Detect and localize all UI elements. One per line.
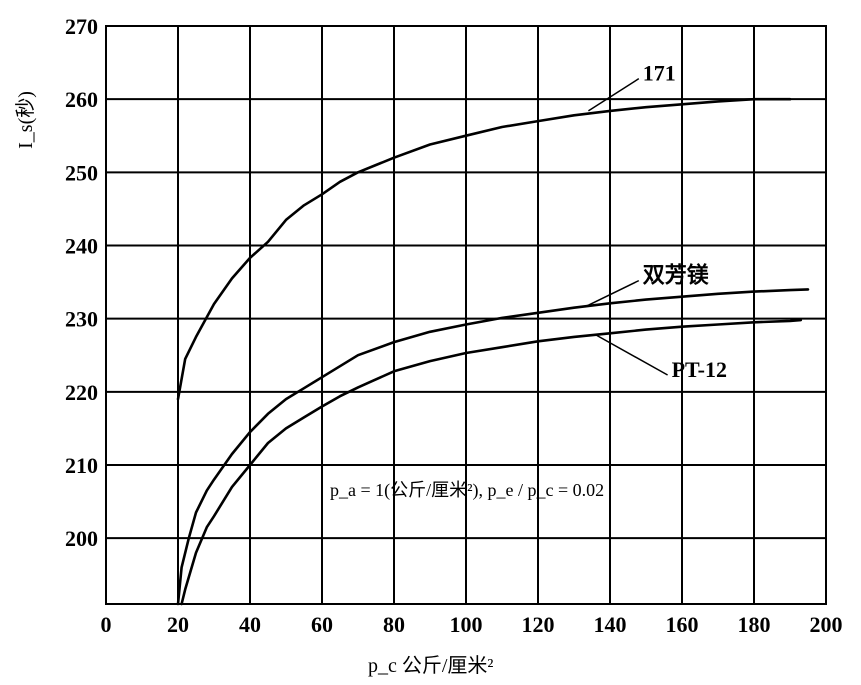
y-tick-label: 240 [65,233,98,258]
series-line-2 [176,288,810,606]
y-tick-label: 260 [65,87,98,112]
series-label-layer: 171 双芳镁 PT-12 [584,61,727,382]
series-label-leader [587,78,640,112]
series-label: 双芳镁 [643,263,709,288]
series-line-3 [180,318,803,606]
x-tick-label: 160 [666,612,699,637]
series-line-1 [176,97,792,401]
series-label-leader [584,279,640,308]
x-tick-label: 0 [101,612,112,637]
series-label: PT-12 [672,357,727,382]
x-tick-label: 100 [450,612,483,637]
x-tick-label: 40 [239,612,261,637]
series-label: 171 [643,61,676,86]
y-tick-label: 270 [65,14,98,39]
x-tick-label: 200 [810,612,843,637]
plot-frame [105,25,827,605]
chart-annotation: p_a = 1(公斤/厘米²), p_e / p_c = 0.02 [330,480,604,501]
x-tick-label: 140 [594,612,627,637]
x-tick-label: 120 [522,612,555,637]
x-tick-label: 20 [167,612,189,637]
y-tick-label: 250 [65,160,98,185]
y-tick-labels: 200 210 220 230 240 250 260 270 [65,14,98,551]
x-tick-label: 80 [383,612,405,637]
y-tick-label: 210 [65,453,98,478]
series-label-leader [595,334,668,376]
y-axis-label: I_s(秒) [14,91,37,149]
x-tick-label: 60 [311,612,333,637]
y-tick-label: 230 [65,307,98,332]
x-axis-label: p_c 公斤/厘米² [368,654,493,677]
y-tick-label: 220 [65,380,98,405]
y-tick-label: 200 [65,526,98,551]
x-tick-label: 180 [738,612,771,637]
series-layer [176,97,810,606]
x-tick-labels: 0 20 40 60 80 100 120 140 160 180 200 [101,612,843,637]
